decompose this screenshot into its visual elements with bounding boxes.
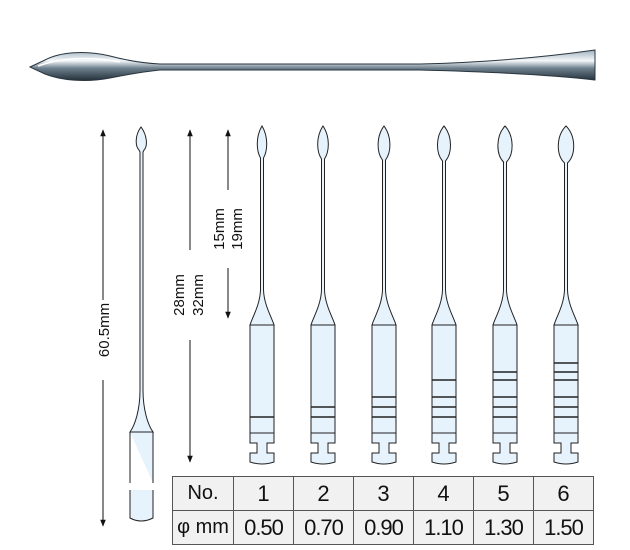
drill-shank	[553, 324, 579, 465]
drill-2	[310, 125, 336, 465]
diameter-cell: 1.30	[473, 510, 534, 545]
drill-head	[492, 125, 518, 326]
instrument-photo	[28, 49, 596, 82]
size-row: No. 1 2 3 4 5 6	[172, 476, 594, 511]
diameter-cell: 0.70	[293, 510, 354, 545]
drill-4	[431, 125, 457, 465]
diameter-cell: 0.50	[233, 510, 294, 545]
cutting-length-label-2: 19mm	[229, 208, 246, 250]
drill-head	[249, 125, 275, 326]
drill-shank	[371, 324, 397, 465]
full-length-drill	[129, 126, 154, 522]
drill-head	[310, 125, 336, 326]
size-cell: 6	[533, 476, 594, 511]
size-cell: 4	[413, 476, 474, 511]
size-cell: 2	[293, 476, 354, 511]
cutting-length-label-1: 15mm	[211, 208, 228, 250]
drill-shank	[431, 324, 457, 465]
working-length-label-2: 32mm	[190, 274, 207, 316]
drill-head	[371, 125, 397, 326]
drill-shank	[310, 324, 336, 465]
diameter-row: φ mm 0.50 0.70 0.90 1.10 1.30 1.50	[172, 510, 594, 545]
drill-head	[553, 125, 579, 326]
drill-1	[249, 125, 275, 465]
size-table: No. 1 2 3 4 5 6 φ mm 0.50 0.70 0.90 1.10…	[172, 476, 594, 545]
size-cell: 3	[353, 476, 414, 511]
drill-set	[249, 125, 579, 465]
diameter-cell: 0.90	[353, 510, 414, 545]
drill-head	[431, 125, 457, 326]
diameter-cell: 1.50	[533, 510, 594, 545]
diameter-cell: 1.10	[413, 510, 474, 545]
drill-shank	[492, 324, 518, 465]
drill-3	[371, 125, 397, 465]
diameter-row-header: φ mm	[172, 510, 234, 545]
size-cell: 1	[233, 476, 294, 511]
size-cell: 5	[473, 476, 534, 511]
drill-shank	[249, 324, 275, 465]
drill-6	[553, 125, 579, 465]
drill-5	[492, 125, 518, 465]
working-length-label-1: 28mm	[171, 274, 188, 316]
dimension-arrows	[100, 129, 231, 527]
size-row-header: No.	[172, 476, 234, 511]
overall-length-label: 60.5mm	[96, 303, 113, 357]
